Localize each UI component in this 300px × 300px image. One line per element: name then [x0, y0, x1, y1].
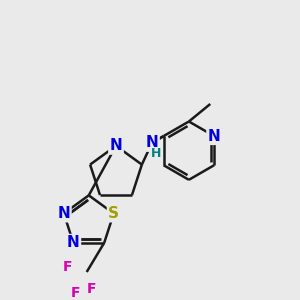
Text: N: N: [67, 235, 80, 250]
Text: S: S: [108, 206, 119, 221]
Text: F: F: [87, 283, 96, 296]
Text: N: N: [110, 138, 122, 153]
Text: N: N: [146, 135, 158, 150]
Text: F: F: [70, 286, 80, 300]
Text: F: F: [62, 260, 72, 274]
Text: N: N: [57, 206, 70, 221]
Text: H: H: [151, 147, 161, 160]
Text: N: N: [208, 129, 220, 144]
